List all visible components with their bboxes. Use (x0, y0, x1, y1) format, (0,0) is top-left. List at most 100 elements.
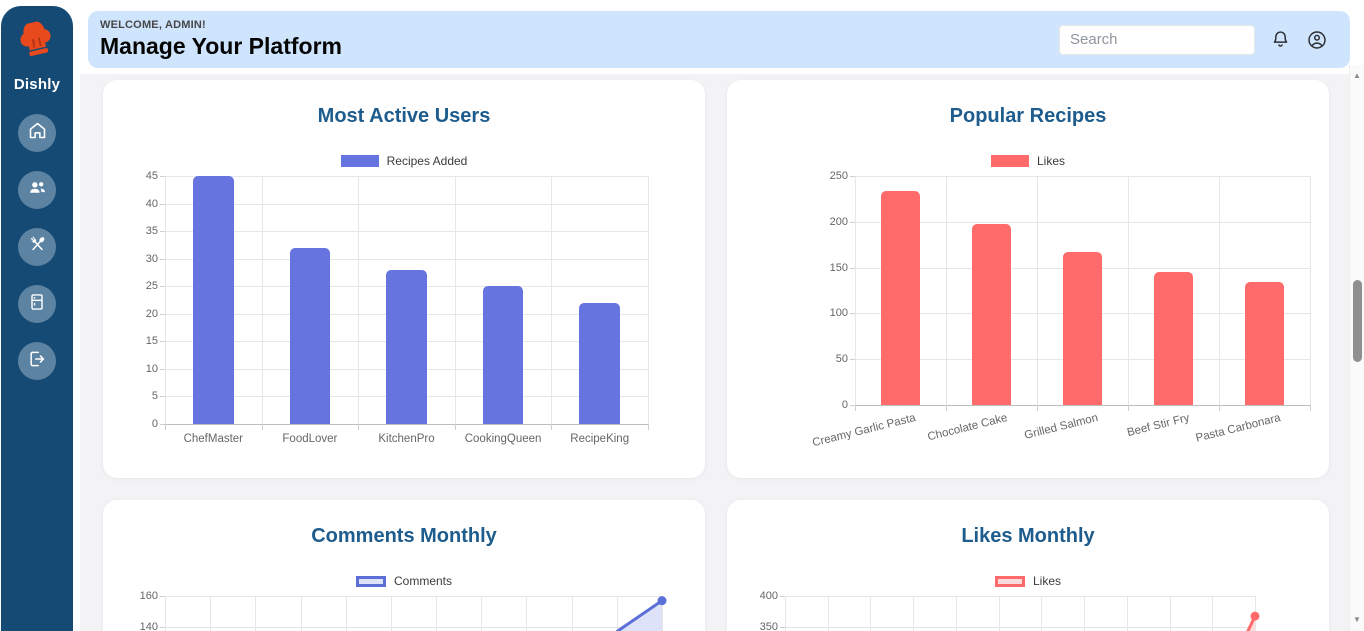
x-tick-mark (946, 405, 947, 411)
y-tick-label: 40 (145, 197, 158, 210)
x-tick-mark (1219, 405, 1220, 411)
utensils-icon (27, 234, 48, 260)
legend-swatch (994, 575, 1025, 587)
v-gridline (571, 596, 573, 631)
dashboard-content: Most Active Users Recipes Added 45 40 35 30 2… (80, 74, 1349, 631)
bar (482, 286, 524, 424)
v-gridline (946, 176, 947, 405)
v-gridline (955, 596, 957, 631)
y-tick-mark (780, 626, 785, 628)
y-tick-label: 35 (145, 225, 158, 238)
legend-swatch (355, 575, 386, 587)
y-tick-mark (160, 176, 165, 177)
v-gridline (165, 176, 166, 424)
y-tick-mark (160, 258, 165, 260)
y-tick-mark (160, 286, 165, 288)
sidebar-item-users[interactable] (18, 171, 56, 209)
y-axis: 250 200 150 100 50 0 (727, 170, 855, 411)
x-tick-mark (358, 424, 360, 430)
v-gridline (1084, 596, 1086, 631)
y-tick-mark (160, 627, 165, 628)
chart-card-popular-recipes: Popular Recipes Likes 250 200 150 100 50 0 Crea… (727, 80, 1329, 478)
v-gridline (1310, 176, 1311, 405)
h-gridline (855, 221, 1310, 223)
v-gridline (345, 596, 347, 631)
legend-swatch (990, 155, 1029, 167)
chart-legend[interactable]: Likes (727, 574, 1329, 588)
sidebar-item-recipes[interactable] (18, 228, 56, 266)
search-input[interactable] (1059, 24, 1255, 55)
h-gridline (165, 203, 648, 205)
v-gridline (662, 596, 663, 631)
chart-legend[interactable]: Likes (727, 154, 1329, 168)
y-axis: 45 40 35 30 25 20 15 10 5 0 (103, 170, 165, 430)
v-gridline (616, 596, 618, 631)
bar (1063, 252, 1102, 405)
y-tick-mark (160, 424, 165, 425)
x-tick-label: FoodLover (282, 433, 338, 445)
y-tick-mark (160, 396, 165, 398)
x-tick-mark (1310, 405, 1311, 411)
v-gridline (870, 596, 872, 631)
vertical-scrollbar[interactable]: ▲ ▼ (1349, 65, 1364, 631)
v-gridline (1169, 596, 1171, 631)
v-gridline (390, 596, 392, 631)
x-tick-mark (551, 424, 553, 430)
h-gridline (165, 627, 662, 628)
sidebar-item-storage[interactable] (18, 285, 56, 323)
h-gridline (785, 626, 1255, 628)
plot-area (160, 596, 667, 631)
v-gridline (261, 176, 263, 424)
sidebar-item-logout[interactable] (18, 342, 56, 380)
bar (579, 302, 620, 424)
y-tick-label: 0 (841, 399, 848, 411)
v-gridline (855, 176, 856, 405)
x-tick-label: Chocolate Cake (926, 412, 1009, 444)
welcome-text: WELCOME, ADMIN! (100, 19, 206, 31)
v-gridline (358, 176, 360, 424)
scroll-up-icon[interactable]: ▲ (1353, 71, 1361, 80)
v-gridline (526, 596, 528, 631)
chart-legend[interactable]: Recipes Added (103, 154, 705, 168)
x-tick-label: RecipeKing (570, 433, 630, 445)
v-gridline (300, 596, 302, 631)
sidebar-nav (18, 114, 56, 380)
sidebar-item-home[interactable] (18, 114, 56, 152)
chart-card-comments-monthly: Comments Monthly Comments160140120100806… (103, 500, 705, 631)
x-tick-label: CookingQueen (464, 433, 542, 445)
scrollbar-thumb[interactable] (1353, 280, 1362, 362)
y-tick-mark (850, 267, 855, 269)
h-gridline (165, 176, 648, 177)
account-icon[interactable] (1306, 29, 1328, 51)
h-gridline (855, 176, 1310, 177)
v-gridline (255, 596, 257, 631)
brand-name: Dishly (13, 76, 61, 93)
logout-icon (27, 349, 47, 374)
scroll-down-icon[interactable]: ▼ (1353, 615, 1361, 624)
bar (881, 190, 920, 405)
v-gridline (436, 596, 438, 631)
bell-icon[interactable] (1270, 29, 1291, 50)
v-gridline (827, 596, 829, 631)
x-tick-label: Beef Stir Fry (1125, 412, 1191, 440)
v-gridline (913, 596, 915, 631)
bar-chart-most-active-users: Recipes Added 45 40 35 30 25 20 15 10 5 0 ChefMaste… (103, 154, 705, 458)
h-gridline (165, 231, 648, 233)
x-tick-mark (454, 424, 456, 430)
x-tick-label: KitchenPro (378, 433, 435, 445)
y-tick-label: 50 (835, 353, 848, 366)
y-tick-mark (850, 313, 855, 315)
bar-chart-popular-recipes: Likes 250 200 150 100 50 0 Creamy Garlic Pasta C… (727, 154, 1329, 449)
top-bar: WELCOME, ADMIN! Manage Your Platform (88, 11, 1350, 68)
y-tick-label: 45 (145, 170, 158, 182)
x-tick-mark (261, 424, 263, 430)
y-tick-label: 350 (759, 620, 778, 631)
chart-legend[interactable]: Comments (103, 574, 705, 588)
home-icon (27, 120, 48, 146)
chart-title: Most Active Users (317, 105, 491, 127)
line-chart-likes-monthly: Likes400350300250200150100500 (727, 574, 1329, 631)
y-tick-label: 200 (829, 215, 848, 228)
v-gridline (1212, 596, 1214, 631)
y-tick-mark (850, 221, 855, 223)
legend-swatch (340, 155, 379, 167)
